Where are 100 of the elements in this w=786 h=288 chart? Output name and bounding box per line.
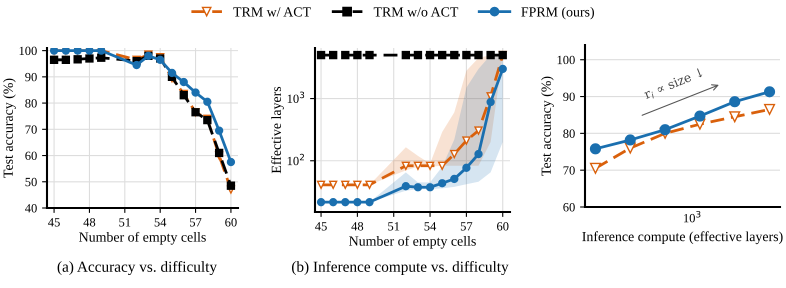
point bbox=[365, 198, 374, 206]
point bbox=[426, 183, 434, 192]
y-tick-label: 80 bbox=[25, 99, 37, 108]
point bbox=[624, 134, 636, 146]
y-tick-label: 100 bbox=[558, 56, 575, 64]
point bbox=[353, 50, 362, 60]
x-tick-label: 45 bbox=[315, 222, 327, 231]
point bbox=[486, 98, 495, 106]
y-tick-label: 80 bbox=[563, 129, 575, 138]
annotation: r$_{i}$ ∝ size ↓ bbox=[643, 68, 704, 101]
text: 10$^{3}$ bbox=[684, 210, 700, 222]
y-axis-title: Test accuracy (%) bbox=[541, 76, 554, 176]
point bbox=[329, 180, 338, 190]
point bbox=[203, 98, 212, 106]
legend-label: TRM w/ ACT bbox=[233, 7, 311, 17]
y-axis-title: Test accuracy (%) bbox=[3, 78, 16, 178]
point bbox=[180, 78, 188, 86]
point bbox=[402, 162, 410, 170]
point bbox=[341, 50, 350, 60]
y-tick-label: 70 bbox=[26, 125, 37, 134]
point bbox=[85, 54, 94, 63]
point bbox=[365, 180, 374, 190]
point bbox=[438, 50, 446, 60]
point bbox=[462, 136, 471, 145]
point bbox=[316, 198, 326, 206]
text: (b) Inference compute vs. difficulty bbox=[292, 260, 509, 276]
point bbox=[438, 162, 446, 170]
point bbox=[353, 180, 362, 190]
point bbox=[414, 50, 422, 60]
point bbox=[590, 162, 601, 174]
point bbox=[438, 179, 446, 188]
point bbox=[168, 68, 176, 78]
point bbox=[590, 143, 601, 154]
y-tick-label: 10$^{2}$ bbox=[288, 154, 304, 166]
point bbox=[729, 111, 740, 122]
legend-label: TRM w/o ACT bbox=[374, 7, 458, 17]
point bbox=[486, 50, 495, 60]
x-tick-label: 48 bbox=[83, 218, 96, 227]
point bbox=[62, 56, 70, 64]
point bbox=[50, 56, 58, 64]
point bbox=[226, 158, 236, 166]
y-tick-label: 90 bbox=[25, 72, 37, 82]
x-tick-label: 60 bbox=[497, 222, 509, 231]
point bbox=[214, 148, 224, 158]
x-tick-label: 60 bbox=[225, 218, 237, 227]
point bbox=[341, 198, 350, 206]
legend-label: FPRM (ours) bbox=[521, 6, 594, 20]
point bbox=[414, 183, 422, 192]
point bbox=[462, 50, 471, 60]
point bbox=[316, 50, 326, 60]
point bbox=[694, 110, 706, 122]
point bbox=[341, 180, 350, 190]
point bbox=[226, 182, 236, 190]
y-tick-label: 100 bbox=[20, 46, 37, 56]
point bbox=[316, 180, 326, 190]
point bbox=[353, 198, 362, 206]
x-tick-label: 51 bbox=[119, 218, 130, 227]
y-tick-label: 50 bbox=[26, 178, 37, 186]
point bbox=[365, 50, 374, 60]
point bbox=[97, 54, 106, 62]
y-tick-label: 70 bbox=[564, 166, 575, 175]
point bbox=[450, 150, 458, 158]
x-tick-label: 57 bbox=[460, 222, 472, 231]
point bbox=[191, 88, 200, 97]
y-tick-label: 60 bbox=[25, 152, 37, 160]
point bbox=[402, 182, 410, 190]
x-tick-label: 45 bbox=[48, 218, 60, 227]
x-tick-label: 48 bbox=[351, 222, 364, 231]
point bbox=[450, 174, 458, 184]
point bbox=[474, 50, 483, 60]
point bbox=[764, 86, 776, 98]
x-tick-label: 57 bbox=[190, 218, 202, 227]
point bbox=[729, 96, 740, 108]
point bbox=[498, 64, 507, 74]
point bbox=[426, 50, 434, 60]
point bbox=[474, 150, 483, 158]
x-tick-label: 54 bbox=[424, 222, 436, 231]
point bbox=[329, 50, 338, 60]
point bbox=[660, 124, 671, 136]
point bbox=[402, 50, 410, 60]
point bbox=[764, 104, 776, 115]
y-axis-title: Effective layers bbox=[271, 86, 284, 174]
point bbox=[426, 162, 434, 170]
y-tick-label: 60 bbox=[563, 203, 575, 212]
x-tick-label: 54 bbox=[154, 218, 166, 227]
point bbox=[474, 126, 483, 135]
point bbox=[329, 198, 338, 206]
text: (a) Accuracy vs. difficulty bbox=[58, 260, 217, 276]
point bbox=[450, 50, 458, 60]
x-axis-title: Number of empty cells bbox=[349, 236, 476, 249]
x-axis-title: Number of empty cells bbox=[79, 232, 206, 245]
x-tick-label: 51 bbox=[388, 222, 400, 231]
point bbox=[132, 60, 141, 70]
point bbox=[414, 162, 422, 170]
point bbox=[214, 126, 224, 135]
point bbox=[462, 164, 471, 172]
x-axis-title: Inference compute (effective layers) bbox=[582, 231, 783, 244]
point bbox=[73, 55, 82, 64]
y-tick-label: 90 bbox=[563, 92, 575, 102]
y-tick-label: 40 bbox=[25, 204, 37, 212]
